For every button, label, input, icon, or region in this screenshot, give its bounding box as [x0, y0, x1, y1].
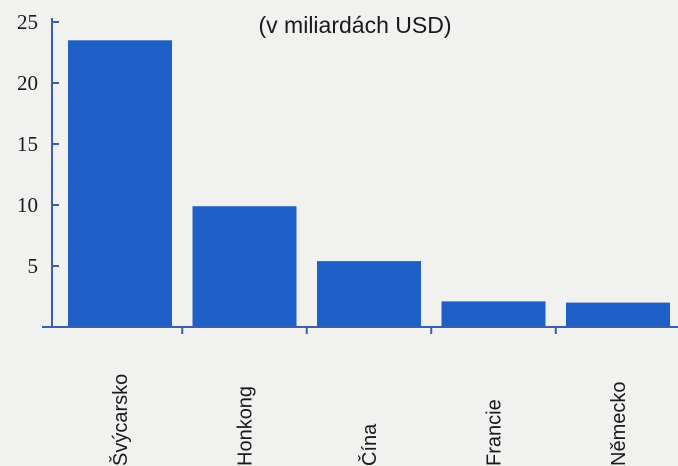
x-category-label: Francie — [484, 399, 506, 466]
y-tick-label: 5 — [28, 254, 39, 278]
chart-subtitle: (v miliardách USD) — [259, 12, 452, 38]
y-tick-label: 10 — [17, 193, 38, 217]
x-category-label: Německo — [608, 382, 630, 466]
y-axis-ticks: 5 10 15 20 25 — [17, 10, 59, 278]
bar-honkong — [192, 206, 297, 327]
x-axis-labels: Švýcarsko Honkong Čína Francie Německo — [109, 327, 630, 466]
bar-německo — [566, 302, 670, 327]
x-category-label: Honkong — [235, 386, 257, 466]
y-tick-label: 20 — [17, 71, 38, 95]
y-tick-label: 15 — [17, 132, 38, 156]
bar-francie — [441, 301, 546, 327]
bars-group — [68, 40, 670, 328]
y-tick-label: 25 — [17, 10, 38, 34]
bar-švýcarsko — [68, 40, 172, 328]
bar-čína — [317, 261, 421, 327]
x-category-label: Čína — [358, 423, 381, 466]
x-category-label: Švýcarsko — [109, 374, 132, 466]
